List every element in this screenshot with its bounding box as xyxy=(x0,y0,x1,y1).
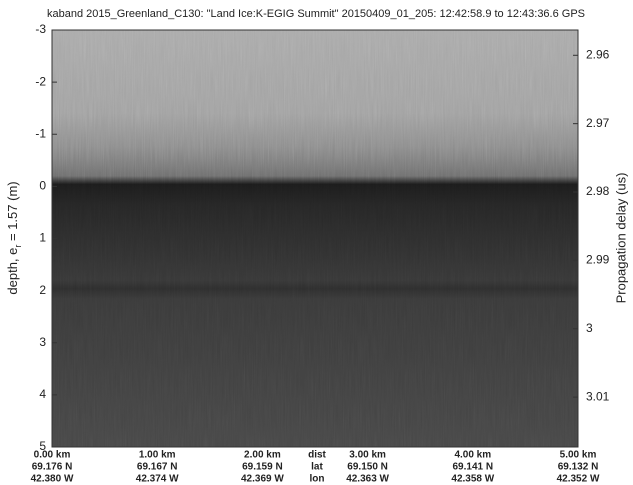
y-tick-label: 5 xyxy=(39,439,46,453)
y-label-main: depth, e xyxy=(5,248,20,295)
x-row-label: 69.141 N xyxy=(453,462,494,473)
x-row-label: 69.176 N xyxy=(32,462,73,473)
x-row-label: 42.358 W xyxy=(451,474,494,485)
y2-tick-label: 2.97 xyxy=(586,116,610,130)
y2-axis-label: Propagation delay (us) xyxy=(613,173,628,304)
y2-tick-label: 3.01 xyxy=(586,389,610,403)
y-tick-label: 4 xyxy=(39,387,46,401)
echogram-image xyxy=(51,29,579,448)
x-row-name: dist xyxy=(308,450,326,461)
y2-tick-label: 3 xyxy=(586,321,593,335)
x-row-label: 69.159 N xyxy=(242,462,283,473)
y-tick-label: -3 xyxy=(35,22,46,36)
x-row-label: 42.380 W xyxy=(31,474,74,485)
y2-tick-label: 2.96 xyxy=(586,47,610,61)
x-row-label: 2.00 km xyxy=(244,450,281,461)
y-tick-label: -1 xyxy=(35,126,46,140)
x-row-label: 42.352 W xyxy=(557,474,600,485)
x-row-label: 5.00 km xyxy=(560,450,597,461)
x-row-label: 69.150 N xyxy=(347,462,388,473)
x-row-label: 69.132 N xyxy=(558,462,599,473)
x-row-name: lon xyxy=(310,474,325,485)
x-row-label: 42.374 W xyxy=(136,474,179,485)
y-tick-label: -2 xyxy=(35,74,46,88)
y-tick-label: 1 xyxy=(39,231,46,245)
chart-title: kaband 2015_Greenland_C130: "Land Ice:K-… xyxy=(47,8,585,20)
x-row-label: 3.00 km xyxy=(349,450,386,461)
y-label-rest: = 1.57 (m) xyxy=(5,181,20,244)
y2-tick-label: 2.99 xyxy=(586,253,610,267)
x-row-label: 4.00 km xyxy=(454,450,491,461)
y-tick-label: 0 xyxy=(39,179,46,193)
y-label-subscript: r xyxy=(13,245,23,248)
y-axis-label: depth, er = 1.57 (m) xyxy=(5,181,23,294)
y-tick-label: 2 xyxy=(39,283,46,297)
y-tick-label: 3 xyxy=(39,335,46,349)
x-row-label: 42.369 W xyxy=(241,474,284,485)
x-row-name: lat xyxy=(311,462,323,473)
x-row-label: 42.363 W xyxy=(346,474,389,485)
x-row-label: 1.00 km xyxy=(139,450,176,461)
x-row-label: 0.00 km xyxy=(34,450,71,461)
x-row-label: 69.167 N xyxy=(137,462,178,473)
y2-tick-label: 2.98 xyxy=(586,184,610,198)
